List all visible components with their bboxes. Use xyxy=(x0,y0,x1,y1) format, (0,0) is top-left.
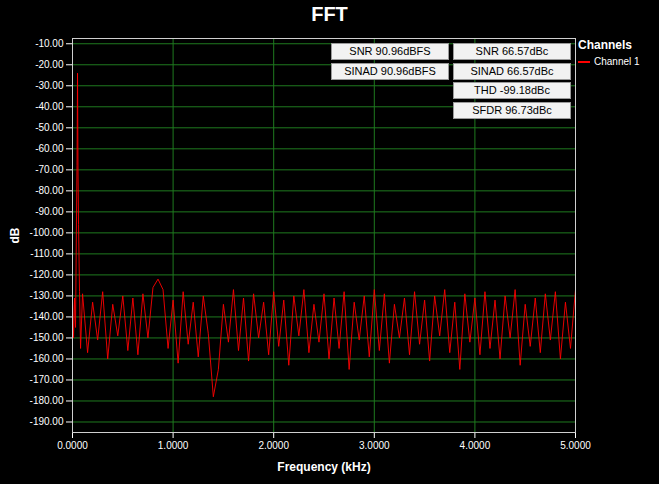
svg-text:2.0000: 2.0000 xyxy=(258,440,289,451)
html-text:THD -99.18dBc: THD -99.18dBc xyxy=(474,84,550,96)
svg-text:-170.00: -170.00 xyxy=(30,374,64,385)
svg-text:-140.00: -140.00 xyxy=(30,311,64,322)
svg-text:-100.00: -100.00 xyxy=(30,227,64,238)
svg-text:-70.00: -70.00 xyxy=(35,164,64,175)
svg-text:-180.00: -180.00 xyxy=(30,395,64,406)
svg-text:-90.00: -90.00 xyxy=(35,206,64,217)
svg-text:Frequency (kHz): Frequency (kHz) xyxy=(277,460,370,474)
svg-text:1.0000: 1.0000 xyxy=(158,440,189,451)
html-text:FFT: FFT xyxy=(311,3,348,25)
svg-text:-120.00: -120.00 xyxy=(30,269,64,280)
svg-text:5.0000: 5.0000 xyxy=(560,440,591,451)
svg-text:-30.00: -30.00 xyxy=(35,80,64,91)
svg-text:-110.00: -110.00 xyxy=(30,248,64,259)
svg-text:3.0000: 3.0000 xyxy=(359,440,390,451)
html-text:SNR 66.57dBc: SNR 66.57dBc xyxy=(475,45,549,57)
svg-text:0.0000: 0.0000 xyxy=(57,440,88,451)
svg-text:4.0000: 4.0000 xyxy=(460,440,491,451)
svg-text:-190.00: -190.00 xyxy=(30,416,64,427)
svg-text:-20.00: -20.00 xyxy=(35,59,64,70)
svg-text:-160.00: -160.00 xyxy=(30,353,64,364)
svg-text:dB: dB xyxy=(8,227,22,243)
svg-text:-80.00: -80.00 xyxy=(35,185,64,196)
svg-text:-40.00: -40.00 xyxy=(35,101,64,112)
svg-text:-60.00: -60.00 xyxy=(35,143,64,154)
html-text:Channel 1: Channel 1 xyxy=(594,56,640,67)
html-text:SFDR 96.73dBc: SFDR 96.73dBc xyxy=(472,103,552,116)
html-text:SNR 90.96dBFS: SNR 90.96dBFS xyxy=(349,45,431,57)
html-text:SINAD 90.96dBFS: SINAD 90.96dBFS xyxy=(344,64,436,77)
svg-text:-50.00: -50.00 xyxy=(35,122,64,133)
html-text:SINAD 66.57dBc: SINAD 66.57dBc xyxy=(470,64,554,77)
svg-text:-10.00: -10.00 xyxy=(35,38,64,49)
html-text:Channels: Channels xyxy=(578,38,632,52)
svg-text:-130.00: -130.00 xyxy=(30,290,64,301)
svg-text:-150.00: -150.00 xyxy=(30,332,64,343)
